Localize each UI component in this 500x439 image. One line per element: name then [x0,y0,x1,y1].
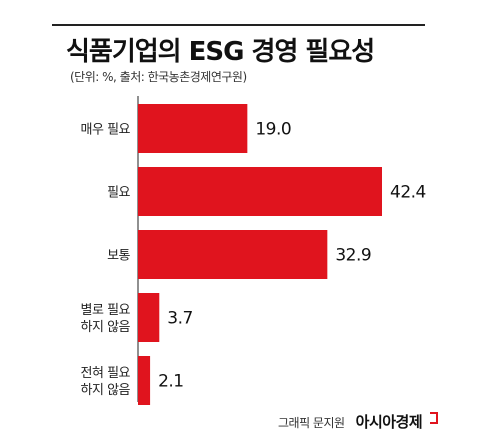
bar-5 [138,356,151,405]
bar-1 [138,104,248,153]
publisher-name: 아시아경제 [355,413,423,431]
value-label-2: 42.4 [390,183,426,203]
top-rule [52,24,425,26]
graphic-credit: 그래픽 문지원 [278,416,345,430]
value-label-3: 32.9 [335,246,371,266]
publisher-logo-icon [430,412,439,424]
category-label-4: 별로 필요 하지 않음 [81,303,131,335]
category-label-3: 보통 [107,249,130,264]
value-label-1: 19.0 [255,120,291,140]
bar-4 [138,293,160,342]
bar-3 [138,230,328,279]
credit-line: 그래픽 문지원 아시아경제 [278,411,439,432]
bar-2 [138,167,382,216]
chart-subtitle: (단위: %, 출처: 한국농촌경제연구원) [70,70,247,84]
value-label-5: 2.1 [158,372,184,392]
category-label-2: 필요 [107,186,130,201]
value-label-4: 3.7 [167,309,193,329]
category-label-5: 전혀 필요 하지 않음 [81,366,131,398]
chart-title: 식품기업의 ESG 경영 필요성 [66,37,375,67]
category-label-1: 매우 필요 [81,123,131,138]
